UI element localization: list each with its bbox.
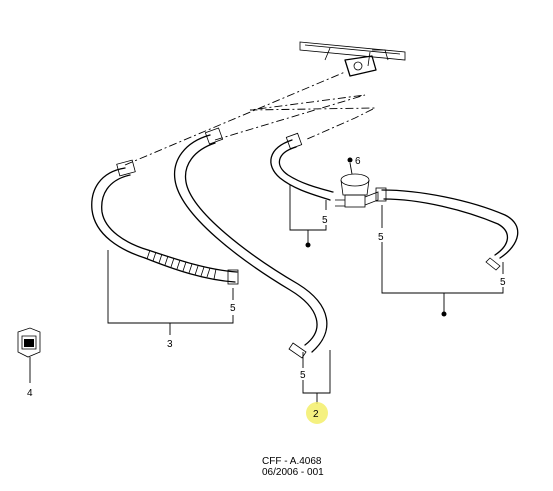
hose-3 — [91, 159, 239, 285]
callout-2: 2 — [313, 409, 319, 420]
reference-code: CFF - A.4068 — [262, 456, 322, 467]
callout-5-right-end: 5 — [500, 277, 506, 288]
bulkhead-bracket — [299, 41, 406, 77]
callout-3: 3 — [167, 339, 173, 350]
callout-5-right: 5 — [378, 232, 384, 243]
callout-5-inlet: 5 — [322, 215, 328, 226]
callout-5-hose3: 5 — [230, 303, 236, 314]
reference-date: 06/2006 - 001 — [262, 467, 324, 478]
hose-right — [375, 187, 519, 271]
callout-4: 4 — [27, 388, 33, 399]
leaders — [107, 185, 504, 404]
routing-line — [124, 71, 376, 166]
callout-6: 6 — [355, 156, 361, 167]
clip-4 — [17, 327, 41, 383]
hose-2 — [173, 127, 328, 359]
callout-5-hose2: 5 — [300, 370, 306, 381]
highlight-marker — [306, 402, 328, 424]
hose-valve-inlet — [270, 132, 334, 201]
valve-6 — [335, 157, 379, 208]
